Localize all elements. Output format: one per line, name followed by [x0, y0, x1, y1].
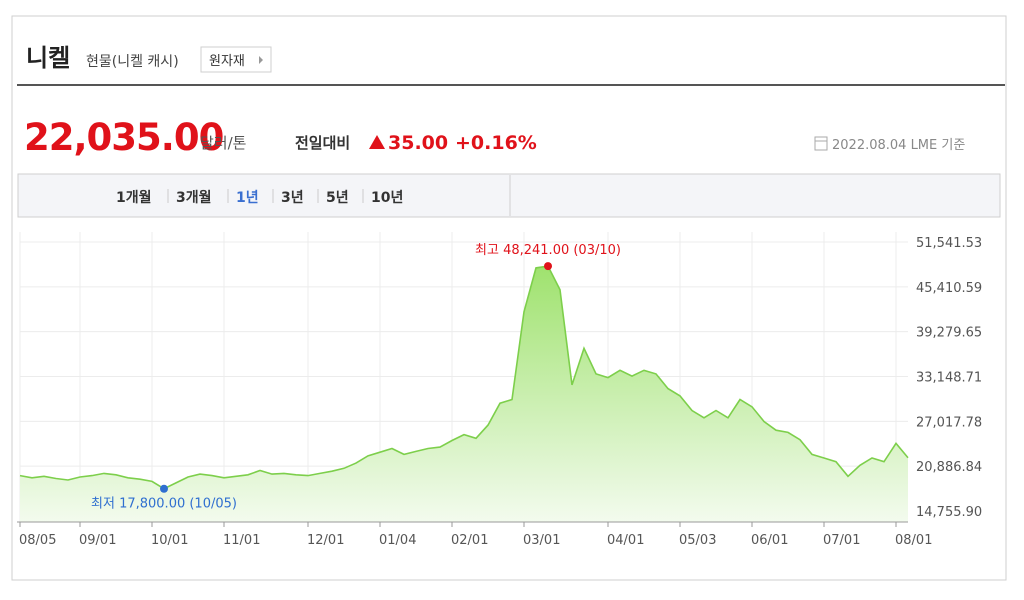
x-tick-label: 10/01	[151, 533, 188, 548]
y-tick-label: 20,886.84	[916, 460, 982, 475]
change-label: 전일대비	[295, 134, 350, 152]
x-tick-label: 05/03	[679, 533, 716, 548]
subtitle: 현물(니켈 캐시)	[86, 54, 179, 70]
x-tick-label: 08/05	[19, 533, 56, 548]
period-tab[interactable]: 5년	[326, 190, 349, 206]
price-unit: 달러/톤	[200, 134, 246, 152]
x-tick-label: 02/01	[451, 533, 488, 548]
y-tick-label: 51,541.53	[916, 236, 982, 251]
area-fill	[20, 266, 908, 522]
chart: 14,755.90 20,886.84 27,017.78 33,148.71 39,2…	[17, 232, 982, 548]
button-arrow	[259, 56, 263, 64]
change: 35.00	[388, 132, 448, 154]
title: 니켈	[26, 44, 70, 72]
x-tick-label: 06/01	[751, 533, 788, 548]
period-tab[interactable]: 3년	[281, 190, 304, 206]
x-tick-label: 11/01	[223, 533, 260, 548]
period-tab[interactable]: 3개월	[176, 189, 212, 206]
y-tick-label: 27,017.78	[916, 415, 982, 430]
icon-box	[814, 136, 828, 151]
quote-date: 2022.08.04 LME 기준	[832, 138, 965, 153]
period-tab[interactable]: 1개월	[116, 189, 152, 206]
tab-bar	[17, 173, 1001, 218]
extreme-point	[160, 484, 168, 493]
y-tick-label: 39,279.65	[916, 326, 982, 341]
x-tick-label: 09/01	[79, 533, 116, 548]
period-tab[interactable]: 1년	[236, 190, 259, 206]
price: 22,035.00	[24, 116, 223, 159]
annotation: 최고 48,241.00 (03/10)	[475, 243, 621, 258]
x-tick-label: 03/01	[523, 533, 560, 548]
y-tick-label: 45,410.59	[916, 281, 982, 296]
button-label: 원자재	[209, 54, 245, 69]
category-button[interactable]: 원자재	[200, 46, 272, 73]
x-tick-label: 12/01	[307, 533, 344, 548]
calendar-icon	[814, 136, 828, 151]
extreme-point	[544, 262, 552, 271]
tabs: 1개월 3개월 1년 3년 5년 10년	[116, 189, 403, 206]
change-percent: +0.16%	[455, 132, 537, 154]
x-tick-label: 08/01	[895, 533, 932, 548]
x-tick-label: 07/01	[823, 533, 860, 548]
x-tick-label: 04/01	[607, 533, 644, 548]
x-tick-label: 01/04	[379, 533, 416, 548]
period-tab[interactable]: 10년	[371, 190, 403, 206]
y-tick-label: 33,148.71	[916, 371, 982, 386]
price-line	[19, 265, 909, 490]
y-tick-label: 14,755.90	[916, 505, 982, 520]
annotation: 최저 17,800.00 (10/05)	[91, 497, 237, 512]
up-arrow	[369, 135, 385, 149]
